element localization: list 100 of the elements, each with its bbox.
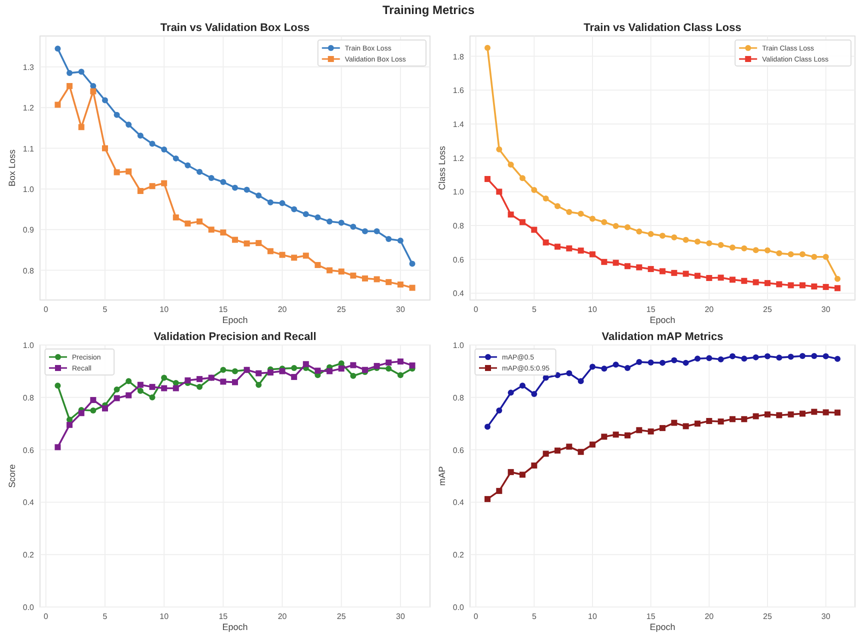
point [682, 423, 689, 430]
point [484, 44, 490, 51]
point [184, 220, 191, 227]
chart-title: Train vs Validation Class Loss [584, 22, 742, 34]
point [671, 357, 678, 364]
point [764, 411, 770, 418]
point [232, 184, 238, 191]
point [682, 236, 689, 243]
x-tick-label: 10 [160, 305, 170, 314]
point [590, 251, 596, 258]
point [694, 356, 700, 362]
x-tick-label: 20 [704, 612, 714, 621]
point [54, 444, 61, 450]
y-tick-label: 1.6 [452, 86, 465, 96]
point [137, 388, 144, 394]
x-tick-label: 5 [102, 612, 108, 621]
point [496, 188, 502, 195]
y-tick-label: 0.4 [452, 289, 465, 298]
point [54, 102, 61, 108]
point [267, 370, 274, 376]
point [161, 180, 168, 186]
point [776, 250, 782, 256]
x-tick-label: 0 [474, 612, 479, 621]
point [279, 368, 286, 374]
point [590, 364, 596, 370]
x-axis-title: Epoch [222, 315, 248, 325]
y-tick-label: 0.9 [22, 226, 35, 235]
point [648, 360, 654, 366]
point [834, 410, 840, 416]
point [764, 247, 770, 254]
point [256, 192, 262, 198]
point [566, 370, 572, 376]
x-tick-label: 20 [278, 612, 288, 621]
point [741, 245, 748, 252]
point [578, 378, 584, 384]
text: Training Metrics [382, 3, 475, 17]
point [624, 224, 630, 230]
point [172, 214, 179, 220]
point [374, 362, 380, 369]
point [102, 97, 108, 104]
point [788, 282, 794, 288]
point [730, 276, 736, 283]
point [542, 195, 549, 202]
y-tick-label: 0.2 [452, 550, 465, 560]
point [291, 365, 298, 372]
point [776, 354, 782, 361]
point [660, 425, 666, 432]
point [612, 362, 619, 368]
point [350, 224, 356, 230]
x-tick-label: 0 [44, 612, 49, 621]
x-tick-label: 5 [102, 305, 108, 314]
point [114, 386, 120, 393]
point [508, 162, 514, 168]
point [54, 46, 61, 52]
point [267, 248, 274, 254]
point [114, 395, 120, 402]
point [730, 244, 736, 251]
point [256, 370, 262, 376]
point [624, 263, 630, 270]
point [314, 214, 321, 220]
point [811, 283, 818, 290]
point [566, 209, 572, 215]
point [776, 281, 782, 288]
point [508, 469, 514, 476]
y-tick-label: 0.8 [452, 222, 465, 231]
point [184, 377, 191, 384]
point [326, 218, 333, 224]
x-tick-label: 15 [218, 612, 228, 621]
point [648, 231, 654, 237]
point [161, 385, 168, 392]
point [566, 245, 572, 252]
point [520, 382, 526, 389]
point [291, 374, 298, 380]
y-tick-label: 1.0 [452, 188, 465, 197]
point [718, 242, 724, 248]
y-tick-label: 0.4 [452, 498, 465, 508]
point [741, 278, 748, 284]
point [149, 140, 156, 147]
point [648, 428, 654, 434]
point [196, 384, 203, 390]
point [800, 282, 806, 288]
point [834, 356, 840, 362]
x-tick-label: 25 [763, 305, 772, 314]
point [741, 416, 748, 422]
point [730, 353, 736, 360]
point [752, 413, 759, 420]
point [811, 353, 818, 360]
y-tick-label: 1.2 [22, 104, 35, 113]
point [244, 186, 250, 193]
point [764, 353, 770, 360]
point [409, 284, 416, 291]
point [531, 390, 538, 397]
y-tick-label: 0.8 [22, 266, 35, 276]
point [244, 240, 250, 246]
point [78, 410, 84, 416]
point [196, 218, 203, 224]
point [496, 408, 502, 414]
point [54, 382, 61, 389]
point [338, 366, 344, 372]
point [788, 251, 794, 258]
